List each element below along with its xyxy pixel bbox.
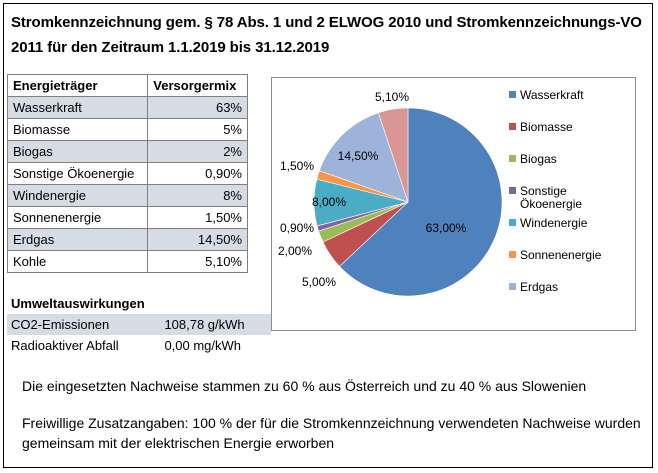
energy-source-name: Biomasse (6, 118, 149, 141)
energy-source-name: Windenergie (6, 184, 149, 207)
energy-source-name: Biogas (6, 140, 149, 163)
environment-metric-name: CO2-Emissionen (7, 314, 149, 335)
environment-metric-value: 0,00 mg/kWh (164, 338, 242, 353)
table-row: CO2-Emissionen 108,78 g/kWh (7, 314, 271, 335)
energy-source-share: 14,50% (147, 228, 248, 251)
pie-data-label: 0,90% (280, 221, 314, 235)
legend-label: Erdgas (520, 280, 558, 294)
page-frame (3, 3, 653, 468)
energy-mix-table: Energieträger Versorgermix Wasserkraft 63… (6, 74, 248, 273)
energy-source-share: 1,50% (147, 206, 248, 229)
pie-chart-svg: 63,00% 5,00% 2,00% 0,90% 8,00% 1,50% 14,50% 5,1… (278, 88, 602, 297)
legend-swatch (509, 155, 516, 162)
pie-chart: 63,00% 5,00% 2,00% 0,90% 8,00% 1,50% 14,50% 5,1… (271, 77, 636, 331)
pie-slice-7 (318, 112, 409, 203)
energy-source-share: 5% (147, 118, 248, 141)
table-row: Erdgas 14,50% (6, 228, 248, 251)
energy-source-name: Kohle (6, 250, 149, 273)
energy-source-share: 63% (147, 96, 248, 119)
pie-slice-8 (378, 107, 409, 203)
energy-source-share: 5,10% (147, 250, 248, 273)
pie-data-label: 2,00% (278, 244, 312, 258)
energy-source-name: Erdgas (6, 228, 149, 251)
table-row: Sonstige Ökoenergie 0,90% (6, 162, 248, 185)
origin-note: Die eingesetzten Nachweise stammen zu 60… (22, 378, 587, 394)
environment-metric-value: 108,78 g/kWh (148, 314, 271, 335)
legend-swatch (509, 123, 516, 130)
table-row: Biomasse 5% (6, 118, 248, 141)
energy-source-name: Sonnenenergie (6, 206, 149, 229)
legend-swatch (509, 251, 516, 258)
column-header-energy-source: Energieträger (6, 74, 149, 97)
legend-label: Biogas (520, 152, 557, 166)
pie-slice-1 (339, 107, 503, 297)
environment-metric-name: Radioaktiver Abfall (11, 338, 119, 353)
voluntary-note: Freiwillige Zusatzangaben: 100 % der für… (22, 415, 641, 451)
legend-label: Wasserkraft (520, 88, 584, 102)
energy-source-share: 2% (147, 140, 248, 163)
table-row: Windenergie 8% (6, 184, 248, 207)
legend-label: Biomasse (520, 120, 573, 134)
environment-table: CO2-Emissionen 108,78 g/kWh Radioaktiver… (7, 314, 271, 356)
legend-swatch (509, 283, 516, 290)
table-row: Biogas 2% (6, 140, 248, 163)
column-header-supplier-mix: Versorgermix (147, 74, 248, 97)
legend-swatch (509, 91, 516, 98)
legend-label: Sonnenenergie (520, 248, 602, 262)
table-row: Sonnenenergie 1,50% (6, 206, 248, 229)
table-row: Radioaktiver Abfall 0,00 mg/kWh (7, 335, 271, 356)
environment-heading: Umweltauswirkungen (11, 296, 145, 311)
table-header-row: Energieträger Versorgermix (6, 74, 248, 97)
pie-data-label: 5,00% (302, 275, 336, 289)
legend-swatch (509, 187, 516, 194)
table-row: Wasserkraft 63% (6, 96, 248, 119)
energy-source-share: 8% (147, 184, 248, 207)
legend-swatch (509, 219, 516, 226)
pie-data-label: 5,10% (375, 90, 409, 104)
page-title: Stromkennzeichnung gem. § 78 Abs. 1 und … (11, 14, 642, 56)
legend-label: Windenergie (520, 216, 588, 230)
table-row: Kohle 5,10% (6, 250, 248, 273)
legend-label: Sonstige (520, 184, 567, 198)
pie-data-label: 1,50% (280, 159, 314, 173)
pie-data-label: 14,50% (338, 149, 379, 163)
legend-label: Ökoenergie (520, 197, 582, 211)
energy-source-share: 0,90% (147, 162, 248, 185)
pie-data-label: 63,00% (426, 221, 467, 235)
energy-source-name: Sonstige Ökoenergie (6, 162, 149, 185)
pie-data-label: 8,00% (312, 195, 346, 209)
energy-source-name: Wasserkraft (6, 96, 149, 119)
